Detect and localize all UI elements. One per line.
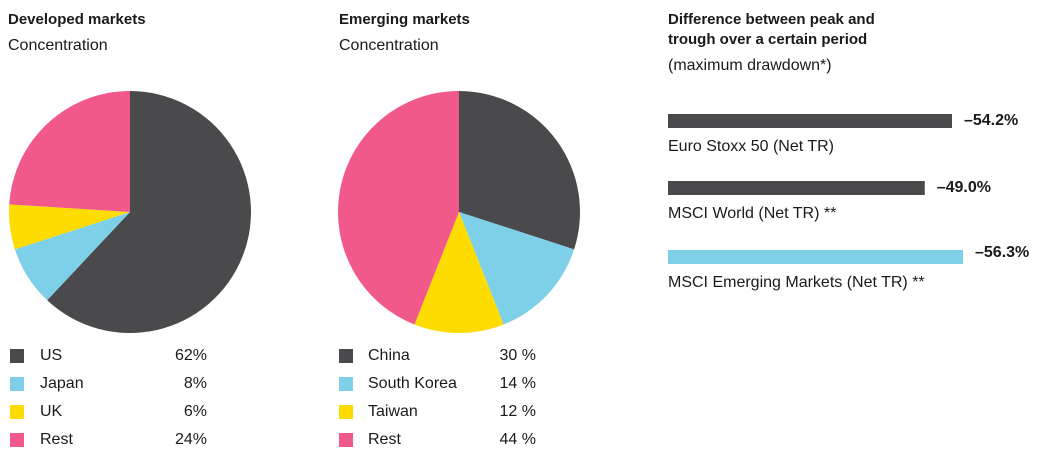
- value-label: –56.3%: [975, 244, 1029, 261]
- legend-swatch: [339, 349, 353, 363]
- legend-label: Taiwan: [368, 403, 418, 420]
- chart-subtitle: Concentration: [8, 37, 108, 54]
- value-label: 14 %: [500, 375, 536, 392]
- pie-slice: [459, 212, 575, 325]
- legend-swatch: [10, 433, 24, 447]
- legend-label: US: [40, 347, 62, 364]
- chart-title: Difference between peak and trough over …: [668, 11, 875, 48]
- legend-label: China: [368, 347, 410, 364]
- bar: [668, 250, 963, 264]
- bar: [668, 181, 925, 195]
- pie-slice: [337, 91, 459, 325]
- value-label: 24%: [175, 431, 207, 448]
- bar-label: MSCI World (Net TR) **: [668, 205, 836, 222]
- bar: [668, 114, 952, 128]
- value-label: 62%: [175, 347, 207, 364]
- pie-slice: [8, 204, 130, 250]
- chart-title: Emerging markets: [339, 11, 470, 28]
- legend-label: South Korea: [368, 375, 457, 392]
- value-label: 30 %: [500, 347, 536, 364]
- legend-label: UK: [40, 403, 63, 420]
- value-label: –49.0%: [937, 179, 991, 196]
- legend-swatch: [10, 349, 24, 363]
- legend-swatch: [339, 377, 353, 391]
- pie-slice: [14, 212, 130, 301]
- legend-label: Japan: [40, 375, 84, 392]
- value-label: 12 %: [500, 403, 536, 420]
- pie-slice: [414, 212, 504, 333]
- value-label: –54.2%: [964, 112, 1018, 129]
- value-label: 8%: [184, 375, 207, 392]
- chart-subtitle: Concentration: [339, 37, 439, 54]
- legend-swatch: [339, 405, 353, 419]
- bar-label: Euro Stoxx 50 (Net TR): [668, 138, 834, 155]
- chart-subtitle: (maximum drawdown*): [668, 57, 832, 74]
- value-label: 44 %: [500, 431, 536, 448]
- legend-swatch: [339, 433, 353, 447]
- legend-label: Rest: [40, 431, 73, 448]
- value-label: 6%: [184, 403, 207, 420]
- chart-title: Developed markets: [8, 11, 146, 28]
- bar-label: MSCI Emerging Markets (Net TR) **: [668, 274, 925, 291]
- pie-slice: [9, 91, 130, 212]
- pie-slice: [47, 91, 252, 333]
- legend-swatch: [10, 405, 24, 419]
- legend-swatch: [10, 377, 24, 391]
- pie-slice: [459, 91, 580, 250]
- legend-label: Rest: [368, 431, 401, 448]
